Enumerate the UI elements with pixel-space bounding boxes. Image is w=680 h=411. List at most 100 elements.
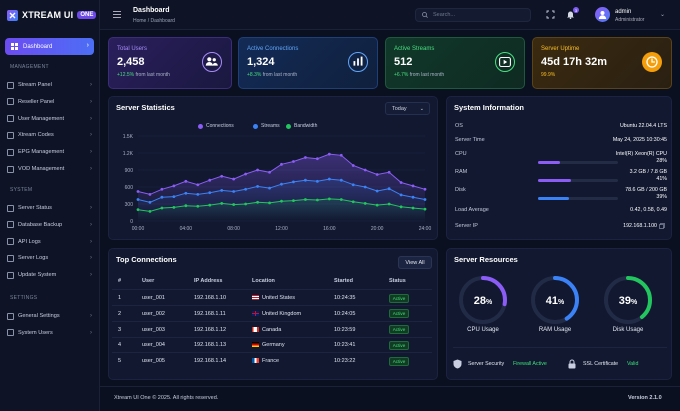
sidebar-item-reseller-panel[interactable]: Reseller Panel › xyxy=(7,95,95,109)
code-icon xyxy=(7,131,14,139)
breadcrumb[interactable]: Home / Dashboard xyxy=(133,18,175,24)
row-divider xyxy=(112,320,432,322)
cell-text: 4 xyxy=(118,342,122,349)
flag-uk-icon xyxy=(252,310,259,316)
x-tick-label: 04:00 xyxy=(180,226,193,232)
sidebar-item-server-status[interactable]: Server Status › xyxy=(7,201,95,215)
cell-user[interactable]: user_001 xyxy=(142,295,165,301)
ssl-certificate-value: Valid xyxy=(627,361,639,367)
system-info-row-disk: Disk 78.6 GB / 200 GB 39% xyxy=(455,187,667,200)
top-connections-title: Top Connections xyxy=(116,255,177,264)
stat-title: Active Connections xyxy=(247,46,299,52)
sidebar-item-vod-management[interactable]: VOD Management › xyxy=(7,162,95,176)
sidebar-item-label: Xtream Codes xyxy=(18,132,54,139)
data-point xyxy=(148,192,152,196)
data-point xyxy=(304,198,307,201)
footer-copyright: Xtream UI One © 2025. All rights reserve… xyxy=(114,395,219,401)
cell-index: 3 xyxy=(118,327,121,333)
data-point xyxy=(280,199,283,203)
sidebar-item-server-logs[interactable]: Server Logs › xyxy=(7,251,95,265)
data-point xyxy=(184,191,188,195)
system-info-label: Server IP xyxy=(455,223,478,229)
sidebar: XTREAM UI ONE Dashboard › MANAGEMENT Stre… xyxy=(0,0,100,411)
reseller-icon xyxy=(7,98,14,106)
stat-value: 1,324 xyxy=(247,56,275,68)
data-point xyxy=(244,172,248,176)
stat-title: Active Streams xyxy=(394,46,435,52)
chevron-right-icon: › xyxy=(90,272,92,279)
fullscreen-icon[interactable] xyxy=(546,10,555,19)
data-point xyxy=(268,186,271,190)
stat-delta: +8.3% xyxy=(247,72,262,78)
stat-value: 45d 17h 32m xyxy=(541,56,608,68)
data-point xyxy=(256,185,259,188)
sidebar-item-stream-panel[interactable]: Stream Panel › xyxy=(7,78,95,92)
cell-text: 10:24:05 xyxy=(334,310,356,317)
x-tick-label: 16:00 xyxy=(323,226,336,232)
system-info-value: 192.168.1.100 xyxy=(623,223,657,229)
copy-icon[interactable] xyxy=(659,223,665,229)
data-point xyxy=(375,189,379,193)
stat-card-active-streams[interactable]: Active Streams 512 +6.7% from last month xyxy=(385,37,525,89)
server-icon xyxy=(7,204,14,212)
data-point xyxy=(280,182,283,186)
cell-user[interactable]: user_005 xyxy=(142,358,165,364)
gauge-value: 41% xyxy=(546,295,565,307)
calendar-icon xyxy=(7,148,14,156)
cell-ip: 192.168.1.10 xyxy=(194,295,226,301)
cell-text: 10:23:59 xyxy=(334,326,356,333)
log-icon xyxy=(7,254,14,262)
dashboard-icon xyxy=(11,43,18,50)
sidebar-item-label: Server Status xyxy=(18,205,52,211)
sidebar-item-dashboard[interactable]: Dashboard › xyxy=(5,38,94,55)
sidebar-item-api-logs[interactable]: API Logs › xyxy=(7,235,95,249)
chevron-down-icon[interactable]: ⌄ xyxy=(660,12,666,18)
sidebar-item-system-users[interactable]: System Users › xyxy=(7,326,95,340)
sidebar-item-xtream-codes[interactable]: Xtream Codes › xyxy=(7,128,95,142)
system-info-row-os: OS Ubuntu 22.04.4 LTS xyxy=(455,123,667,129)
sidebar-item-update-system[interactable]: Update System › xyxy=(7,268,95,282)
menu-toggle-icon[interactable] xyxy=(113,11,121,18)
view-all-button[interactable]: View All xyxy=(398,256,432,269)
users-icon xyxy=(7,115,14,123)
system-info-label: Disk xyxy=(455,187,466,193)
sidebar-item-user-management[interactable]: User Management › xyxy=(7,112,95,126)
system-info-bar xyxy=(538,179,618,182)
cell-started: 10:24:35 xyxy=(334,295,355,301)
stat-card-total-users[interactable]: Total Users 2,458 +12.5% from last month xyxy=(108,37,232,89)
sidebar-item-label: VOD Management xyxy=(18,166,65,172)
gauge-value-number: 28 xyxy=(474,295,486,307)
brand[interactable]: XTREAM UI ONE xyxy=(0,0,99,30)
bell-icon[interactable] xyxy=(566,10,575,19)
cell-user[interactable]: user_004 xyxy=(142,342,165,348)
series-area-bandwidth xyxy=(138,198,425,221)
refresh-icon xyxy=(7,271,14,279)
sidebar-item-database-backup[interactable]: Database Backup › xyxy=(7,218,95,232)
search-placeholder: Search... xyxy=(433,12,456,18)
data-point xyxy=(327,197,331,201)
divider xyxy=(453,347,667,348)
sidebar-item-epg-management[interactable]: EPG Management › xyxy=(7,145,95,159)
data-point xyxy=(208,203,212,207)
data-point xyxy=(280,162,283,166)
status-badge: Active xyxy=(389,325,409,335)
data-point xyxy=(411,206,415,210)
play-icon xyxy=(495,52,515,72)
column-header-location: Location xyxy=(252,278,275,284)
x-tick-label: 20:00 xyxy=(371,226,384,232)
avatar[interactable] xyxy=(595,7,610,22)
chevron-right-icon: › xyxy=(90,149,92,156)
range-select[interactable]: Today ⌄ xyxy=(385,102,430,115)
search-input[interactable]: Search... xyxy=(415,8,531,22)
chevron-right-icon: › xyxy=(90,115,92,122)
stat-card-active-connections[interactable]: Active Connections 1,324 +8.3% from last m… xyxy=(238,37,378,89)
user-name[interactable]: admin xyxy=(615,9,632,15)
cell-started: 10:23:59 xyxy=(334,327,355,333)
data-point xyxy=(172,184,176,188)
data-point xyxy=(304,178,307,182)
sidebar-item-general-settings[interactable]: General Settings › xyxy=(7,309,95,323)
cell-user[interactable]: user_003 xyxy=(142,327,165,333)
stat-card-server-uptime[interactable]: Server Uptime 45d 17h 32m 99.9% xyxy=(532,37,672,89)
cell-user[interactable]: user_002 xyxy=(142,311,165,317)
topbar: Dashboard Home / Dashboard Search... 3 a… xyxy=(100,0,680,30)
